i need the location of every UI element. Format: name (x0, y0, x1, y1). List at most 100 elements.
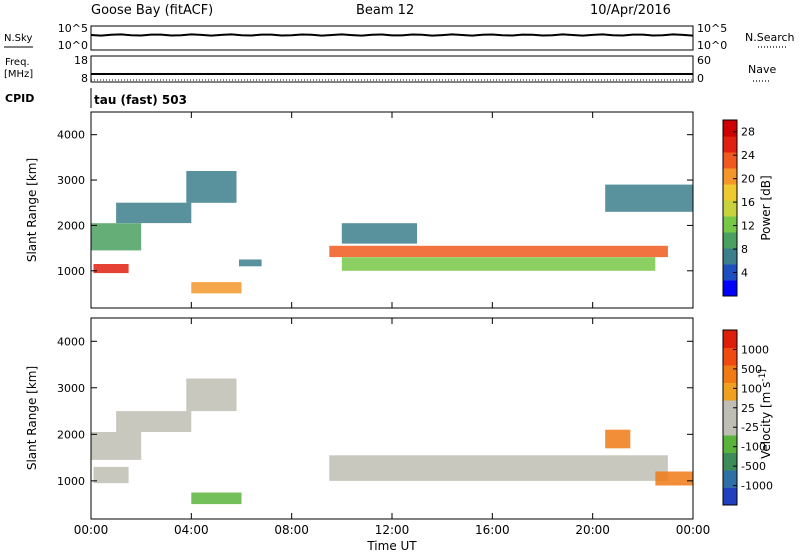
colorbar-segment (723, 470, 737, 488)
freq-label: Freq. (5, 57, 30, 68)
scatter-region-7 (341, 257, 656, 271)
colorbar-segment (723, 365, 737, 383)
nave-tick-high: 60 (697, 54, 711, 67)
time-axis-label: Time UT (366, 539, 417, 553)
power-colorbar: 4 8 12 16 20 24 28 (722, 119, 755, 297)
scatter-region-3 (186, 171, 237, 203)
scatter-region-2 (116, 202, 192, 224)
colorbar-tick-label: 4 (741, 267, 748, 280)
scatter-region-0 (91, 432, 142, 460)
time-tick-label: 12:00 (375, 523, 410, 537)
velocity-ylabel: Slant Range [km] (25, 366, 39, 470)
colorbar-segment (723, 280, 737, 297)
colorbar-segment (723, 232, 737, 249)
freq-unit-label: [MHz] (4, 69, 33, 80)
colorbar-segment (723, 487, 737, 506)
colorbar-segment (723, 330, 737, 348)
colorbar-segment (723, 382, 737, 401)
freq-panel-frame (90, 55, 694, 83)
velocity-colorbar: 1000 500 100 25 -25 -100 -500 -1000 (722, 329, 773, 506)
colorbar-tick-label: 28 (741, 126, 755, 139)
colorbar-segment (723, 136, 737, 153)
y-tick-label: 4000 (57, 335, 85, 348)
velocity-axes: 1000 2000 3000 4000 (57, 318, 694, 519)
nave-tick-low: 0 (697, 72, 704, 85)
date-title: 10/Apr/2016 (590, 3, 671, 18)
y-tick-label: 3000 (57, 174, 85, 187)
y-tick-label: 2000 (57, 219, 85, 232)
noise-series-line (90, 33, 694, 37)
scatter-region-0 (91, 223, 142, 251)
time-tick-label: 04:00 (174, 523, 209, 537)
nave-label: Nave (748, 63, 776, 76)
noise-tick-high: 10^5 (58, 22, 88, 35)
y-tick-label: 4000 (57, 129, 85, 142)
y-tick-label: 3000 (57, 382, 85, 395)
colorbar-tick-label: -100 (741, 441, 766, 454)
colorbar-tick-label: 20 (741, 173, 755, 186)
colorbar-tick-label: 16 (741, 196, 755, 209)
scatter-region-1 (93, 264, 129, 274)
colorbar-segment (723, 152, 737, 169)
colorbar-tick-label: 12 (741, 220, 755, 233)
scatter-region-2 (116, 411, 192, 432)
scatter-region-4 (191, 282, 242, 294)
noise-panel-frame (90, 25, 694, 51)
colorbar-segment (723, 120, 737, 137)
colorbar-segment (723, 264, 737, 281)
colorbar-segment (723, 200, 737, 217)
colorbar-segment (723, 184, 737, 201)
time-tick-label: 08:00 (274, 523, 309, 537)
colorbar-segment (723, 168, 737, 185)
colorbar-tick-label: -25 (741, 421, 759, 434)
station-title: Goose Bay (fitACF) (91, 3, 213, 18)
scatter-region-1 (93, 466, 129, 484)
time-tick-label: 20:00 (575, 523, 610, 537)
colorbar-segment (723, 347, 737, 366)
velocity-colorbar-label: Velocity [m s-1] (758, 369, 773, 459)
time-tick-label: 00:00 (74, 523, 109, 537)
time-tick-label: 16:00 (475, 523, 510, 537)
colorbar-tick-label: 1000 (741, 343, 769, 356)
colorbar-segment (723, 452, 737, 471)
power-heatmap (91, 171, 693, 294)
colorbar-tick-label: 25 (741, 402, 755, 415)
noise-tick-low: 10^0 (58, 39, 88, 52)
nsky-label: N.Sky (4, 33, 32, 44)
scatter-region-6 (329, 245, 668, 258)
scatter-region-3 (186, 378, 237, 412)
colorbar-frame (722, 119, 738, 297)
power-axes: 1000 2000 3000 4000 (57, 112, 694, 308)
colorbar-frame (722, 329, 738, 506)
colorbar-segment (723, 248, 737, 265)
y-tick-label: 1000 (57, 475, 85, 488)
velocity-heatmap (91, 378, 693, 505)
scatter-region-7 (655, 471, 693, 486)
power-colorbar-label: Power [dB] (759, 175, 773, 240)
scatter-region-6 (605, 429, 631, 449)
scatter-region-4 (191, 492, 242, 505)
colorbar-segment (723, 400, 737, 418)
beam-title: Beam 12 (356, 3, 414, 18)
colorbar-tick-label: 500 (741, 363, 762, 376)
colorbar-tick-label: -500 (741, 460, 766, 473)
freq-tick-high: 18 (74, 54, 88, 67)
y-tick-label: 2000 (57, 428, 85, 441)
scatter-region-5 (329, 455, 668, 481)
noise-tick-low-right: 10^0 (697, 39, 727, 52)
colorbar-segment (723, 216, 737, 233)
nsearch-label: N.Search (745, 31, 795, 44)
colorbar-tick-label: -1000 (741, 480, 773, 493)
colorbar-tick-label: 100 (741, 382, 762, 395)
y-tick-label: 1000 (57, 265, 85, 278)
freq-tick-low: 8 (81, 72, 88, 85)
cpid-value: tau (fast) 503 (94, 93, 187, 107)
colorbar-segment (723, 417, 737, 436)
noise-tick-high-right: 10^5 (697, 22, 727, 35)
scatter-region-9 (605, 184, 693, 212)
cpid-label: CPID (5, 92, 34, 105)
scatter-region-8 (341, 223, 417, 244)
colorbar-segment (723, 435, 737, 453)
time-axis: 00:00 04:00 08:00 12:00 16:00 20:00 00:00 (74, 523, 711, 537)
